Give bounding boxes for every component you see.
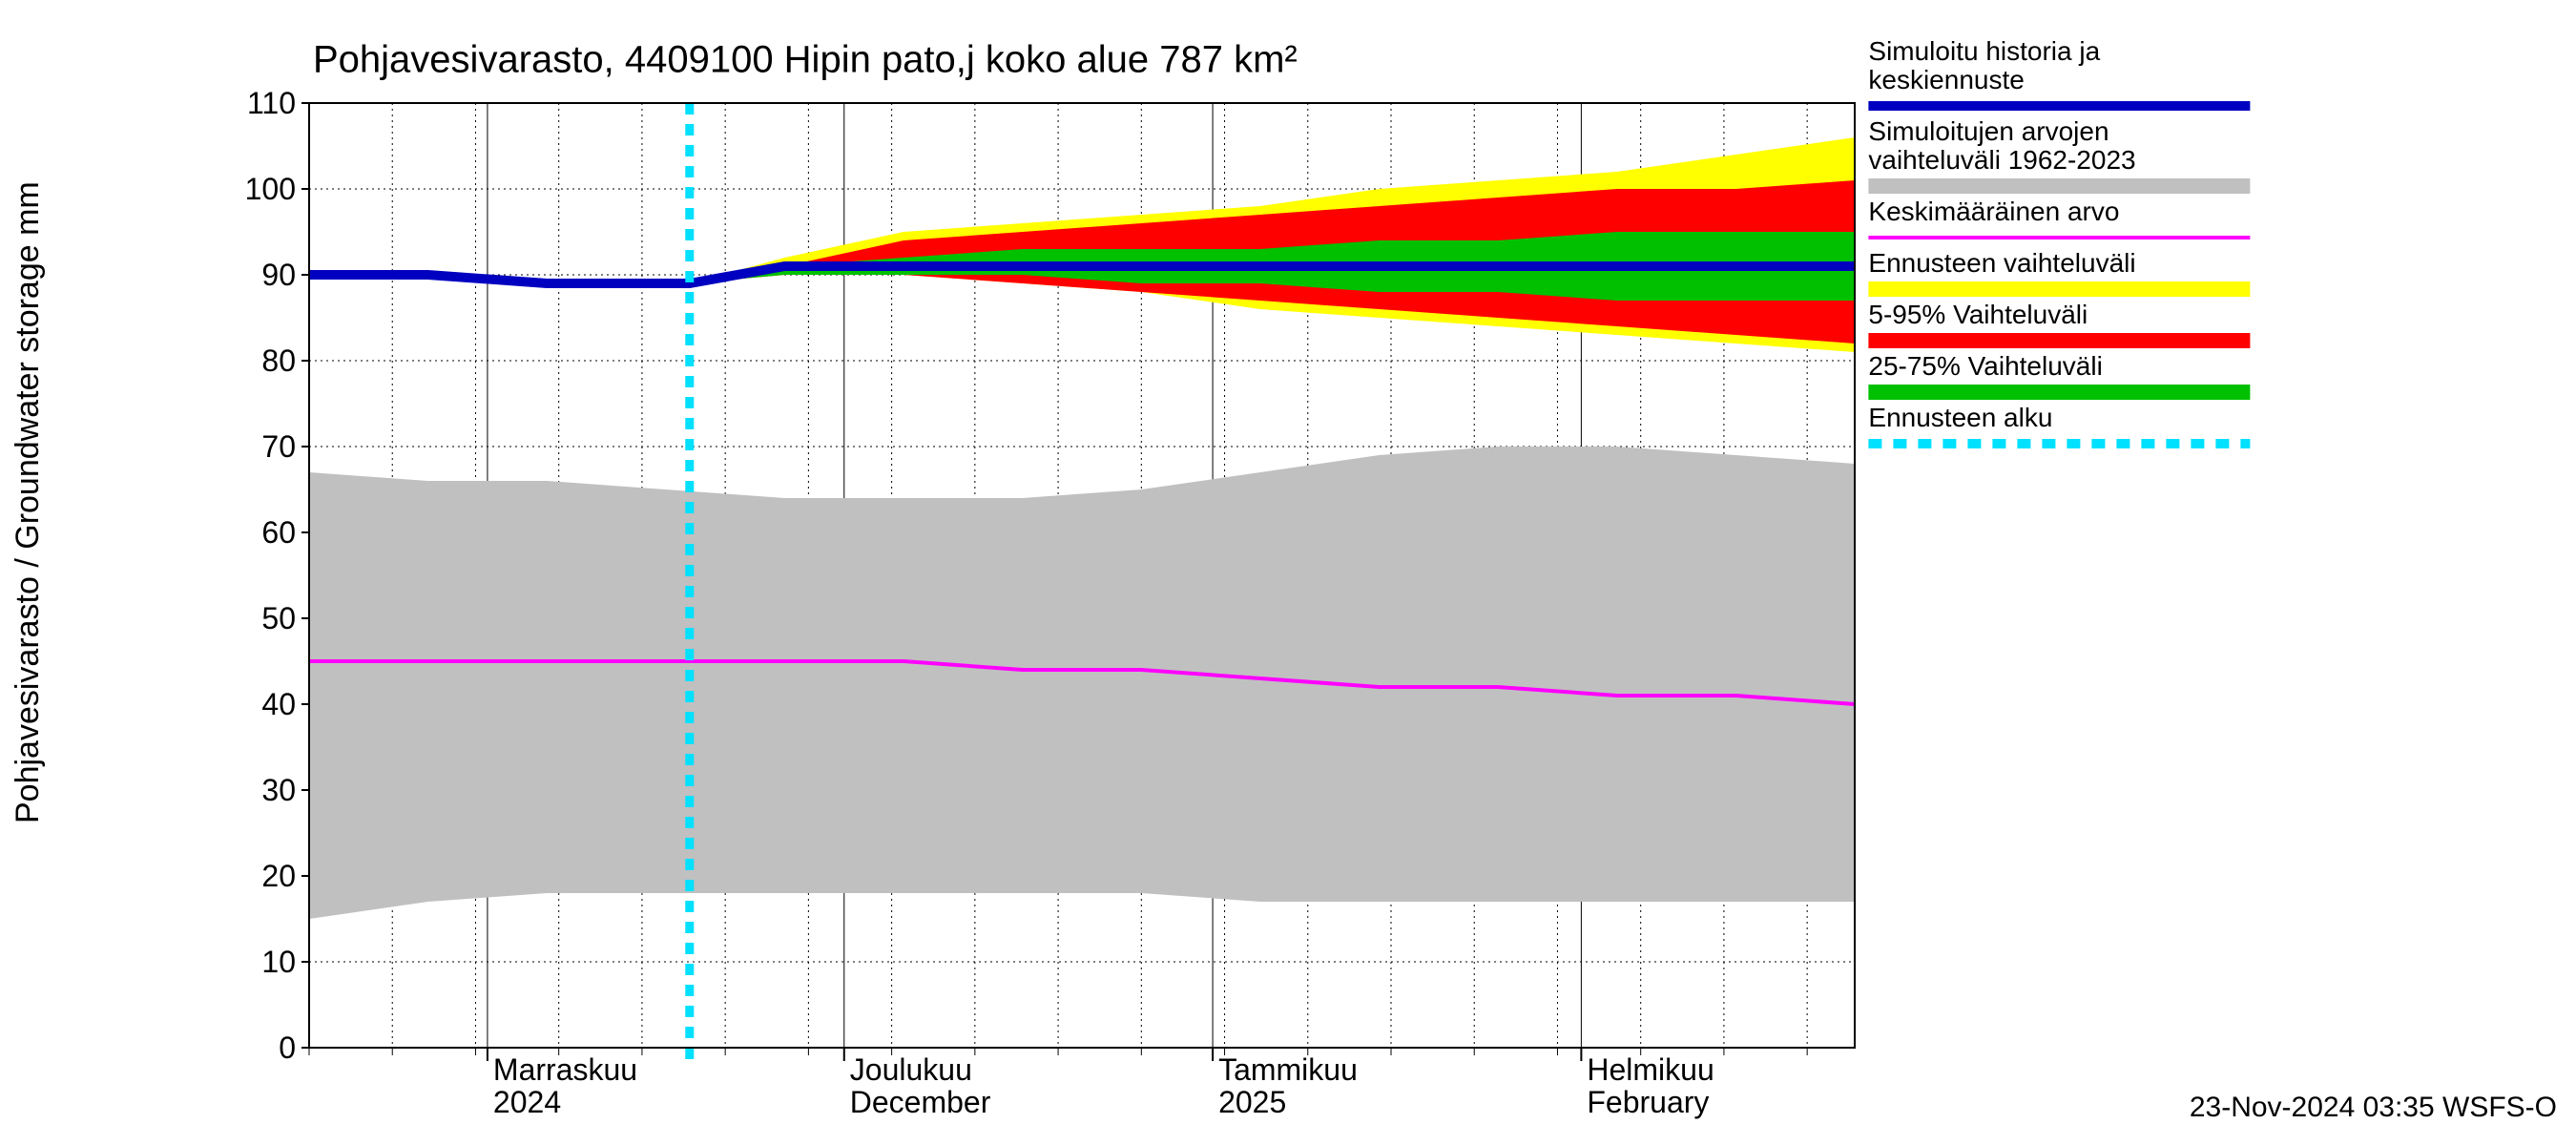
y-tick-label: 10 [261, 945, 296, 979]
y-tick-label: 110 [247, 86, 296, 120]
x-tick-label2: 2025 [1218, 1085, 1286, 1119]
y-tick-label: 90 [261, 258, 296, 292]
y-tick-label: 20 [261, 859, 296, 893]
x-tick-label2: December [850, 1085, 991, 1119]
y-tick-label: 60 [261, 515, 296, 550]
x-tick-label: Joulukuu [850, 1052, 972, 1087]
y-tick-label: 30 [261, 773, 296, 807]
footer-timestamp: 23-Nov-2024 03:35 WSFS-O [2190, 1092, 2557, 1123]
x-tick-label: Helmikuu [1587, 1052, 1714, 1087]
y-tick-label: 0 [279, 1030, 296, 1065]
groundwater-chart: 0 10 20 30 40 50 60 70 80 90 100 110 Marraskuu2024 Jo… [0, 0, 2576, 1145]
legend-label: vaihteluväli 1962-2023 [1868, 145, 2135, 175]
legend-label: Simuloitu historia ja [1868, 36, 2100, 66]
legend-label: keskiennuste [1868, 65, 2024, 94]
legend-swatch [1868, 385, 2250, 400]
x-tick-label2: 2024 [493, 1085, 561, 1119]
y-tick-label: 100 [245, 172, 296, 206]
legend-swatch [1868, 281, 2250, 297]
legend-swatch [1868, 178, 2250, 194]
x-tick-label: Marraskuu [493, 1052, 637, 1087]
y-tick-label: 80 [261, 344, 296, 378]
legend-label: 25-75% Vaihteluväli [1868, 351, 2102, 381]
historical-range-band [309, 447, 1855, 919]
y-axis-title: Pohjavesivarasto / Groundwater storage m… [10, 181, 46, 823]
legend-label: Ennusteen vaihteluväli [1868, 248, 2135, 278]
y-tick-label: 70 [261, 429, 296, 464]
y-tick-label: 50 [261, 601, 296, 635]
legend-label: 5-95% Vaihteluväli [1868, 300, 2088, 329]
y-tick-label: 40 [261, 687, 296, 721]
legend-label: Ennusteen alku [1868, 403, 2052, 432]
x-tick-label2: February [1587, 1085, 1709, 1119]
legend-label: Simuloitujen arvojen [1868, 116, 2109, 146]
x-tick-label: Tammikuu [1218, 1052, 1358, 1087]
legend-label: Keskimääräinen arvo [1868, 197, 2119, 226]
chart-title: Pohjavesivarasto, 4409100 Hipin pato,j k… [313, 39, 1298, 81]
legend-swatch [1868, 333, 2250, 348]
